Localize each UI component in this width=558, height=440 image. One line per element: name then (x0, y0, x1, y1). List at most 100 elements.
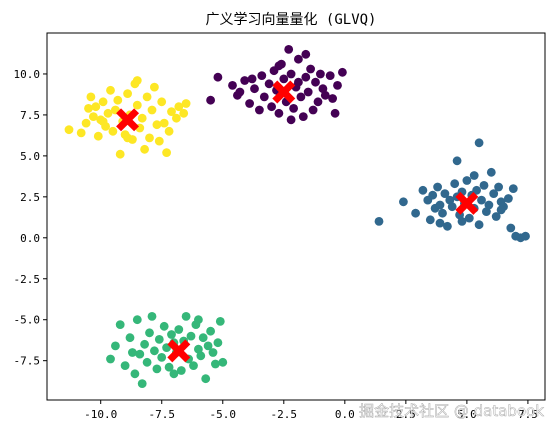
cluster-2-point-23 (174, 325, 184, 334)
cluster-2-point-20 (167, 330, 176, 339)
cluster-1-point-26 (474, 220, 484, 230)
x-tick-label-7: 7.5 (518, 408, 538, 421)
cluster-1-point-47 (496, 205, 506, 215)
cluster-1-point-43 (508, 184, 518, 194)
cluster-2-point-40 (215, 317, 225, 326)
cluster-3-point-39 (179, 108, 189, 118)
cluster-2-point-17 (159, 321, 169, 331)
cluster-3-point-36 (167, 107, 176, 116)
cluster-1-point-45 (435, 218, 445, 228)
cluster-2-point-24 (176, 366, 186, 375)
x-axis: -10.0 -7.5 -5.0 -2.5 0.0 2.5 5.0 7.5 (84, 400, 538, 421)
cluster-1-point-28 (477, 195, 486, 205)
cluster-3-point-30 (152, 120, 162, 130)
cluster-2-point-31 (194, 344, 203, 354)
cluster-0-point-36 (333, 81, 342, 90)
cluster-2-point-34 (201, 374, 211, 384)
y-tick-label-1: -5.0 (14, 314, 41, 327)
plot-area-frame (46, 32, 546, 401)
cluster-1-point-44 (457, 217, 467, 226)
cluster-2-point-29 (189, 361, 198, 370)
x-tick-label-5: 2.5 (396, 408, 416, 421)
cluster-0-point-37 (338, 67, 347, 77)
cluster-2-point-10 (142, 357, 152, 367)
cluster-2-point-3 (120, 361, 130, 370)
cluster-1-point-32 (486, 167, 496, 177)
cluster-1-point-14 (447, 202, 457, 212)
prototypes-layer (116, 80, 479, 363)
cluster-2-point-16 (157, 353, 167, 362)
cluster-1-point-11 (440, 189, 450, 199)
cluster-0-point-16 (279, 74, 289, 84)
cluster-1-point-46 (469, 171, 479, 180)
cluster-1-point-5 (425, 215, 435, 225)
cluster-2-point-37 (208, 348, 218, 357)
y-tick-label-0: -7.5 (14, 355, 41, 368)
x-tick-label-4: 0.0 (335, 408, 355, 421)
cluster-0-point-4 (240, 76, 250, 85)
cluster-2-point-32 (196, 351, 206, 361)
cluster-0-point-40 (286, 115, 296, 125)
cluster-0-point-22 (294, 54, 303, 64)
cluster-2-point-42 (127, 348, 137, 357)
cluster-1-point-29 (479, 181, 489, 190)
cluster-3-point-5 (89, 112, 98, 121)
cluster-3-point-37 (172, 113, 181, 123)
cluster-3-point-8 (98, 97, 108, 107)
cluster-0-point-38 (330, 108, 340, 118)
cluster-0-point-8 (257, 71, 267, 80)
cluster-1-point-21 (462, 176, 472, 185)
cluster-2-point-33 (198, 333, 208, 343)
cluster-2-point-1 (111, 341, 120, 351)
cluster-2-point-44 (194, 315, 203, 325)
cluster-3-point-0 (64, 125, 74, 135)
cluster-1-point-38 (504, 194, 513, 203)
cluster-3-point-1 (76, 128, 86, 138)
cluster-1-point-42 (521, 231, 530, 241)
cluster-3-point-35 (164, 126, 174, 136)
cluster-1-point-25 (472, 185, 481, 195)
cluster-2-point-12 (147, 312, 157, 321)
cluster-1-point-35 (494, 182, 503, 192)
cluster-3-point-29 (150, 82, 159, 92)
cluster-0-point-33 (320, 90, 330, 100)
cluster-1-point-8 (433, 182, 442, 192)
cluster-1-point-3 (418, 185, 428, 195)
cluster-0-point-19 (286, 69, 296, 79)
cluster-0-point-35 (328, 94, 337, 103)
y-tick-label-5: 5.0 (20, 150, 40, 163)
cluster-3-point-38 (174, 102, 184, 112)
cluster-2-point-39 (213, 338, 223, 348)
cluster-1-point-22 (464, 213, 474, 223)
cluster-3-point-31 (154, 136, 164, 146)
cluster-3-point-3 (84, 104, 93, 113)
cluster-2-point-35 (203, 341, 213, 351)
cluster-3-point-41 (123, 133, 132, 143)
cluster-2-point-11 (145, 328, 154, 338)
cluster-1-point-39 (506, 223, 516, 233)
cluster-0-point-29 (311, 77, 320, 87)
cluster-1-point-13 (445, 195, 455, 205)
cluster-0-point-43 (274, 61, 284, 71)
cluster-1-point-30 (482, 207, 491, 217)
cluster-3-point-10 (103, 108, 113, 118)
cluster-0-point-39 (301, 49, 311, 59)
cluster-3-point-12 (108, 126, 118, 136)
cluster-2-point-2 (115, 320, 125, 329)
cluster-2-point-19 (164, 362, 174, 372)
chart-title: 广义学习向量量化 (GLVQ) (205, 12, 376, 28)
cluster-2-point-4 (125, 333, 135, 343)
cluster-3-point-6 (93, 131, 103, 141)
cluster-3-point-2 (81, 118, 91, 128)
prototype-marker-2 (167, 339, 191, 363)
cluster-2-point-0 (106, 354, 115, 364)
cluster-0-point-42 (235, 87, 245, 97)
y-tick-label-7: 10.0 (14, 68, 41, 81)
cluster-0-point-27 (306, 64, 315, 74)
cluster-3-point-40 (181, 99, 191, 108)
x-tick-label-6: 5.0 (457, 408, 477, 421)
cluster-1-point-15 (450, 179, 460, 189)
cluster-0-point-2 (228, 81, 237, 90)
cluster-3-point-26 (142, 92, 152, 102)
cluster-3-point-28 (147, 105, 157, 115)
